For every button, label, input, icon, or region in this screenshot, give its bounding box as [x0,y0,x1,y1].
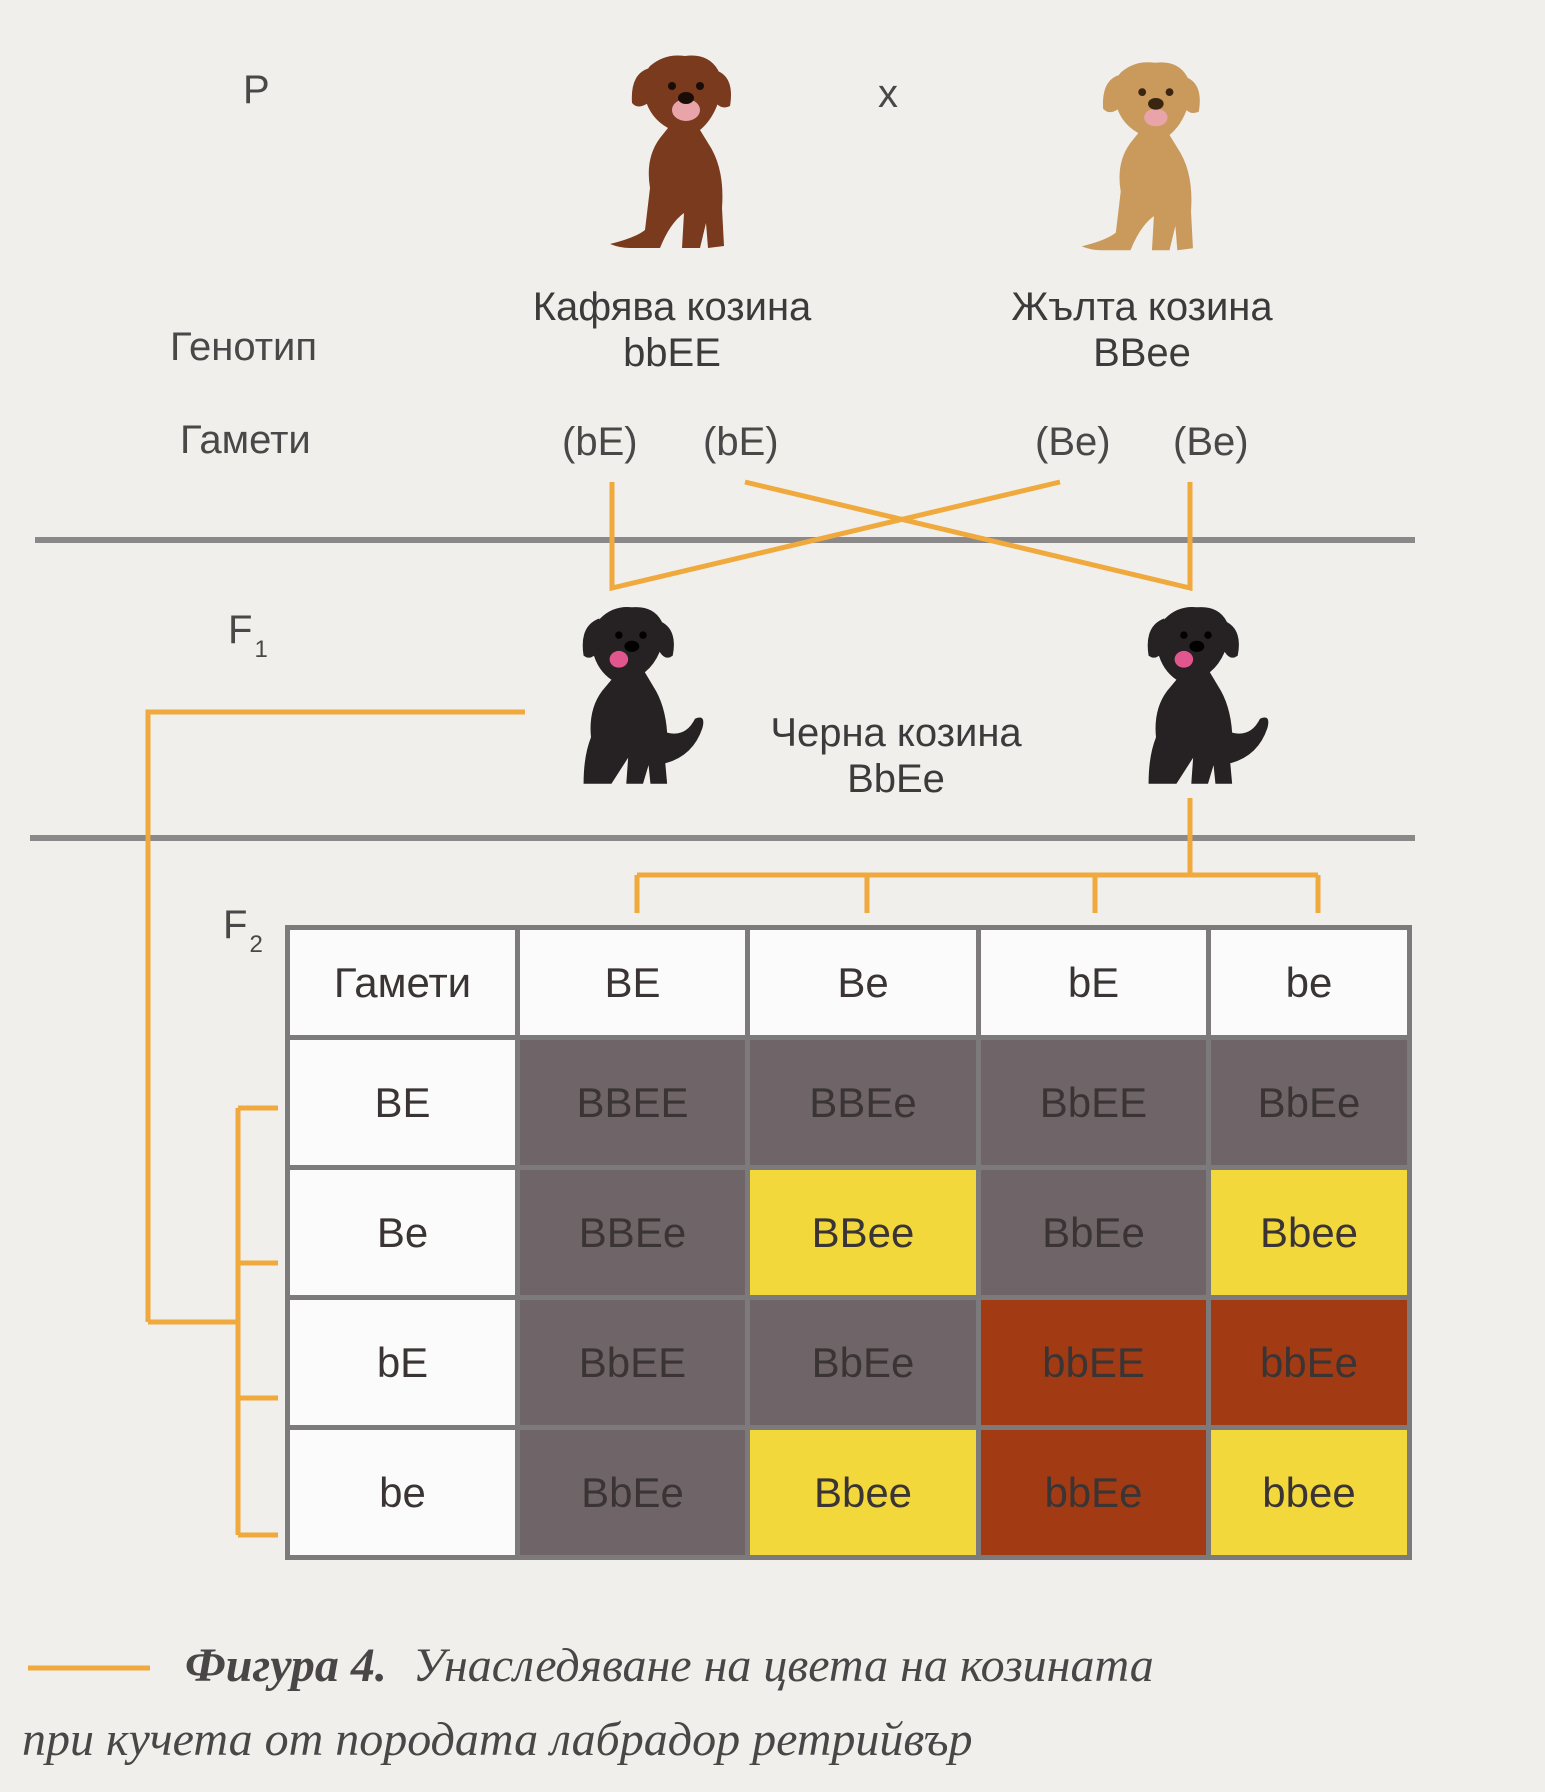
f1-label-letter: F [228,608,253,652]
f1-label-sub: 1 [254,636,268,663]
punnett-cell: BbEe [976,1165,1211,1300]
punnett-cell: bbEe [1206,1295,1412,1430]
col-gamete-header: be [1206,925,1412,1040]
punnett-cell: BBEe [745,1035,981,1170]
cross-line-right [744,479,1193,592]
punnett-header-row: Гамети BE Be bE be [285,925,1412,1040]
parent-left-genotype: bbEE [623,331,721,375]
figure-title-line1: Унаследяване на цвета на козината [412,1639,1154,1692]
parent-left-gamete-1: (bE) [562,420,638,464]
dog-black-icon [1147,607,1269,784]
dog-body [1147,607,1269,784]
f1-label: F1 [228,608,268,664]
punnett-row: BE BBEE BBEe BbEE BbEe [285,1035,1412,1170]
punnett-cell: BbEE [515,1295,750,1430]
divider-lines [30,537,1415,841]
col-gamete-header: BE [515,925,750,1040]
punnett-cell: bbEE [976,1295,1211,1430]
parent-left-phenotype: Кафява козина [532,285,812,329]
punnett-cell: BBee [745,1165,981,1300]
figure-caption-line1: Фигура 4. Унаследяване на цвета на козин… [185,1638,1154,1693]
punnett-corner-label: Гамети [285,925,520,1040]
punnett-cell: BbEe [745,1295,981,1430]
punnett-square: Гамети BE Be bE be BE BBEE BBEe BbEE BbE… [285,925,1412,1560]
parent-right-gamete-1: (Be) [1035,420,1111,464]
figure-caption-line2: при кучета от породата лабрадор ретрийвъ… [22,1713,973,1766]
punnett-cell: Bbee [1206,1165,1412,1300]
cross-lines [28,479,1321,1671]
f1-phenotype: Черна козина [770,711,1022,755]
punnett-cell: Bbee [745,1425,981,1560]
dog-black-icon [582,607,704,784]
punnett-cell: bbee [1206,1425,1412,1560]
punnett-cell: BBEE [515,1035,750,1170]
row-gamete-header: Be [285,1165,520,1300]
row-gamete-header: be [285,1425,520,1560]
f1-phenotype-block: Черна козина BbEe [770,710,1021,802]
parent-left-phenotype-block: Кафява козина bbEE [533,284,812,376]
row-gamete-header: bE [285,1295,520,1430]
row-gamete-header: BE [285,1035,520,1170]
cross-symbol: x [878,72,898,116]
parent-right-genotype: BBee [1093,331,1191,375]
f2-label: F2 [223,903,263,959]
col-gamete-header: bE [976,925,1211,1040]
figure-number: Фигура 4. [185,1639,387,1692]
parent-right-gamete-2: (Be) [1173,420,1249,464]
col-gamete-header: Be [745,925,981,1040]
dog-body [582,607,704,784]
punnett-cell: BBEe [515,1165,750,1300]
f1-genotype: BbEe [847,757,945,801]
dog-brown-icon [610,55,731,248]
f2-label-sub: 2 [249,931,263,958]
punnett-row: be BbEe Bbee bbEe bbee [285,1425,1412,1560]
punnett-cell: bbEe [976,1425,1211,1560]
cross-line-left [609,479,1061,592]
genotype-label: Генотип [170,325,318,369]
parent-right-phenotype-block: Жълта козина BBee [1011,284,1272,376]
punnett-row: Be BBEe BBee BbEe Bbee [285,1165,1412,1300]
parent-right-phenotype: Жълта козина [1011,285,1273,329]
p-generation-label: P [243,68,270,112]
punnett-row: bE BbEE BbEe bbEE bbEe [285,1295,1412,1430]
f2-label-letter: F [223,903,248,947]
parent-left-gamete-2: (bE) [703,420,779,464]
f1-left-connector [145,709,525,1322]
punnett-cell: BbEe [515,1425,750,1560]
punnett-cell: BbEe [1206,1035,1412,1170]
gametes-label: Гамети [180,418,311,462]
dog-yellow-icon [1081,62,1200,251]
dog-body [1081,62,1200,251]
punnett-cell: BbEE [976,1035,1211,1170]
